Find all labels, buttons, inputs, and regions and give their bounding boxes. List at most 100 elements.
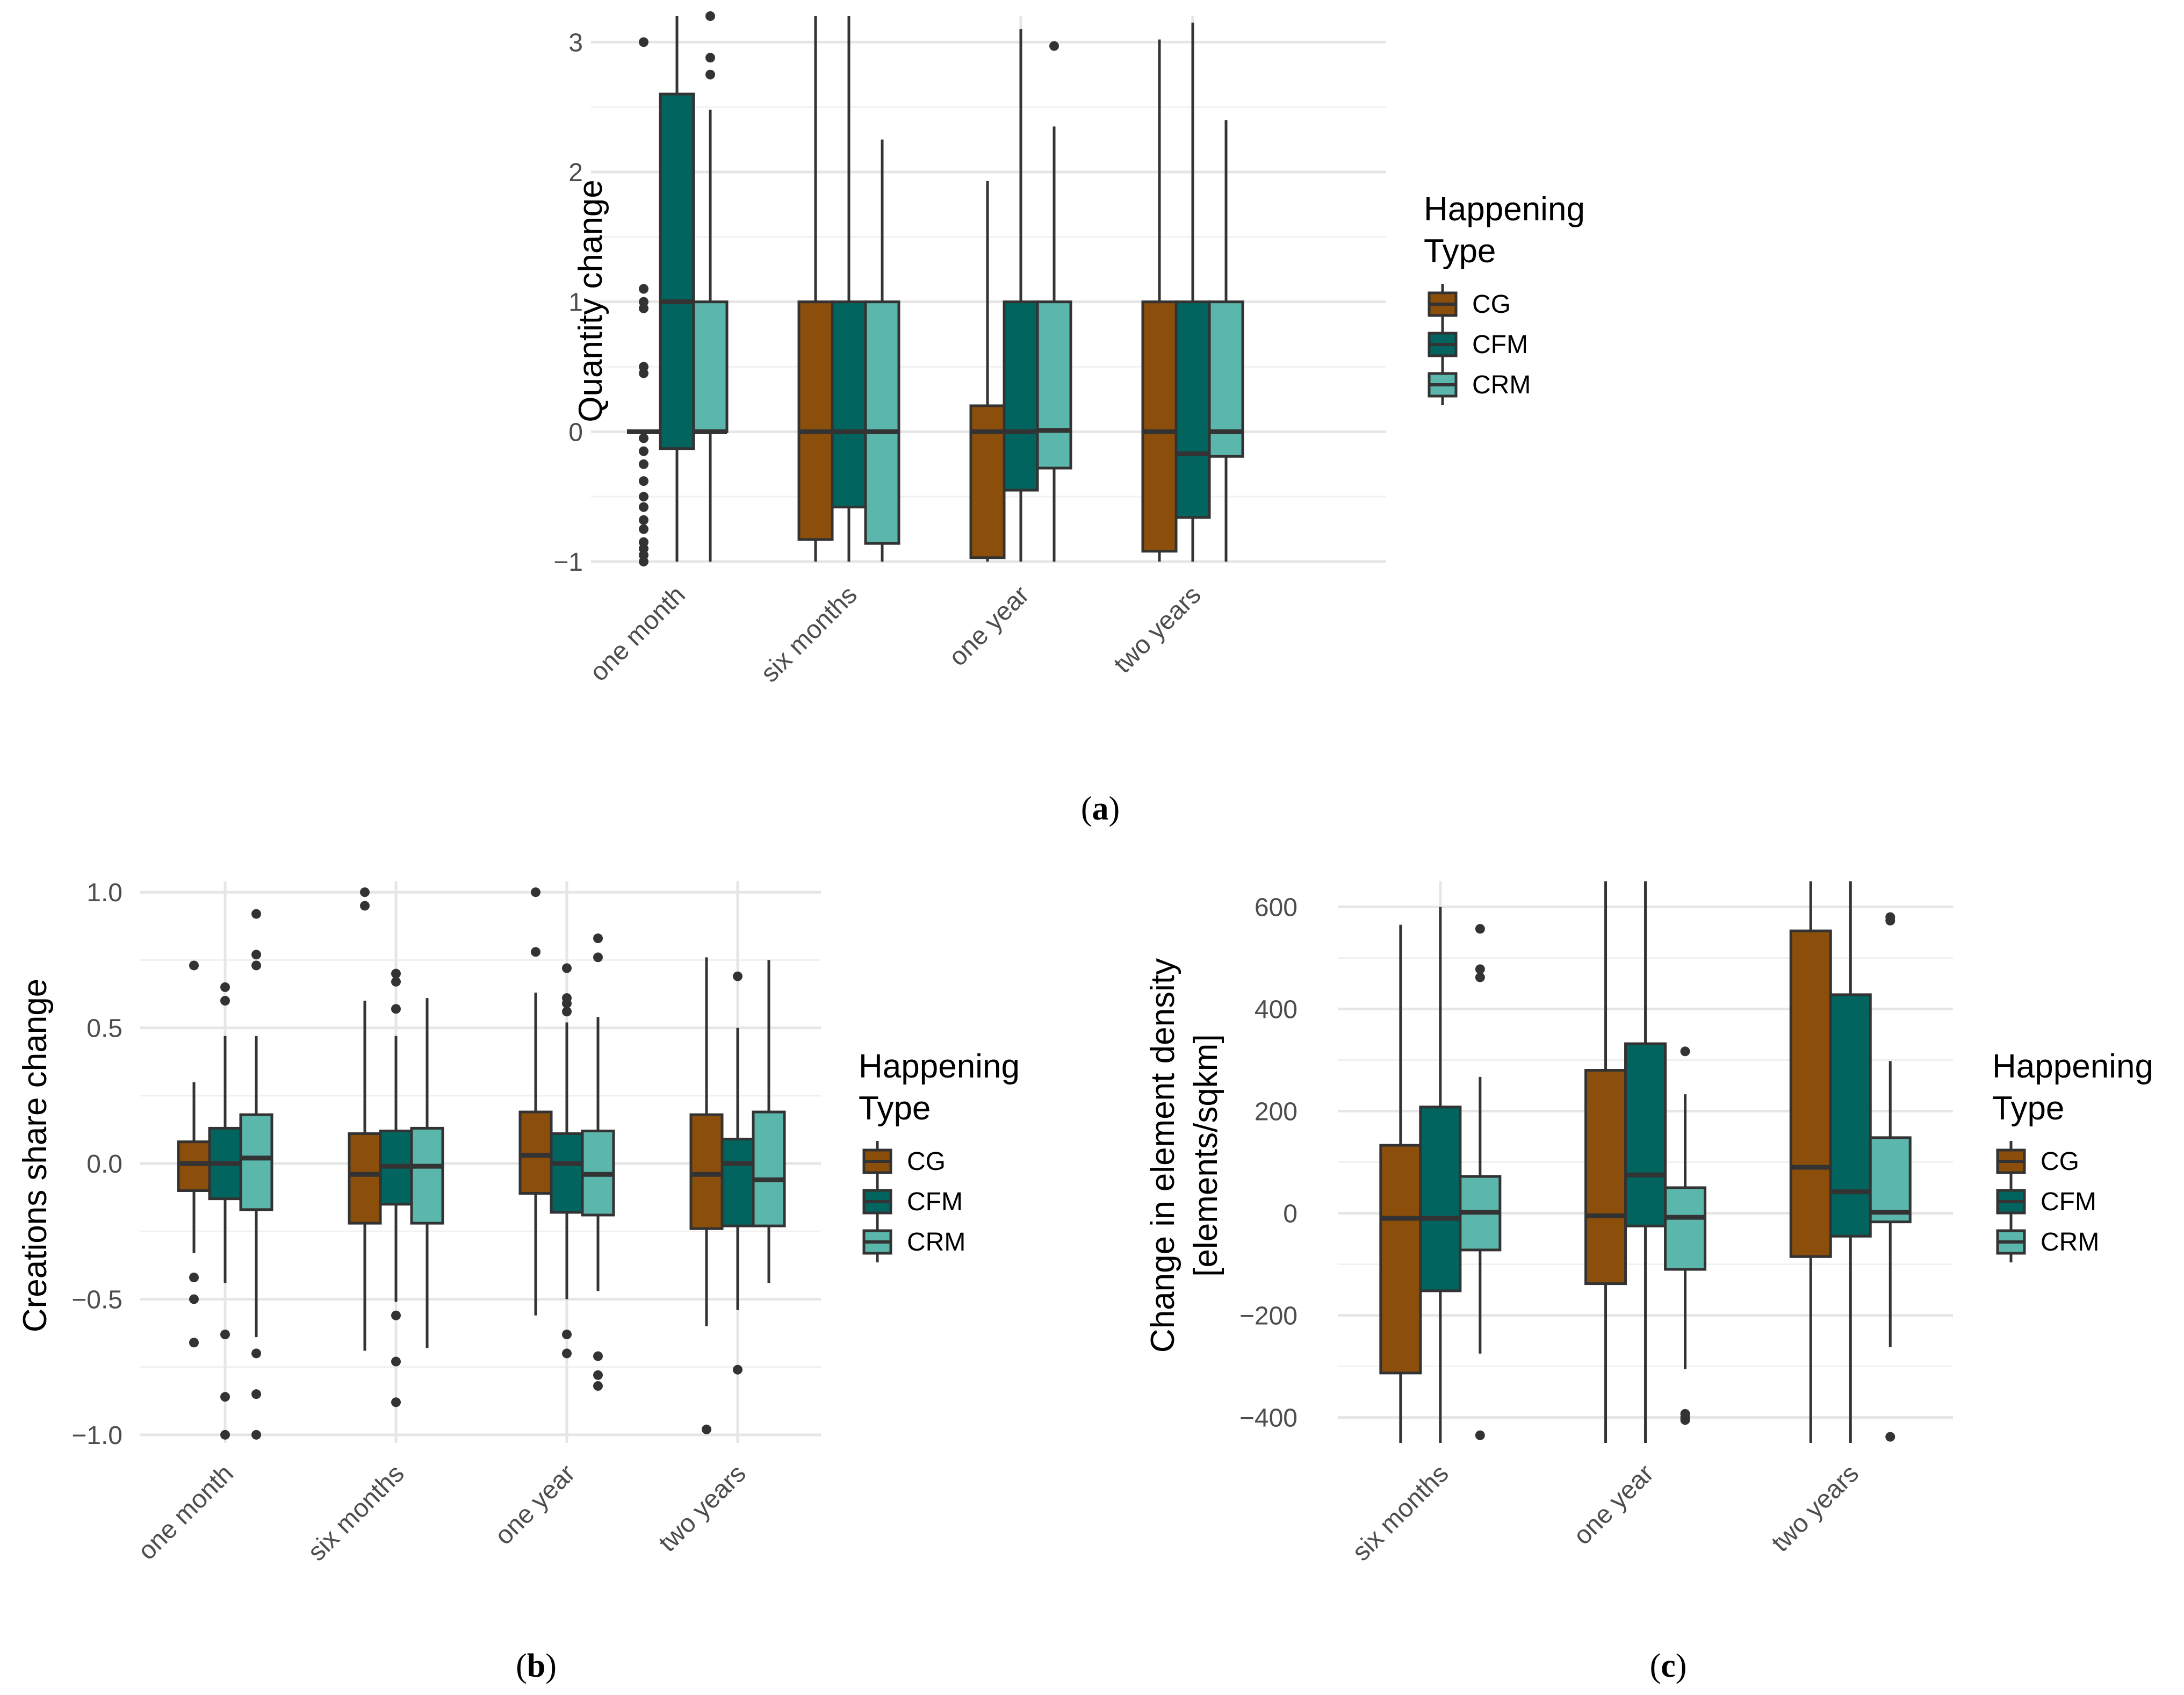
outlier-point [1475, 972, 1485, 982]
box-CRM-1 [1664, 1046, 1707, 1425]
box-CFM-2 [1829, 881, 1872, 1443]
caption-close-paren: ) [545, 1648, 557, 1684]
y-tick-label: 600 [1255, 894, 1298, 922]
x-tick-label: one month [133, 1459, 239, 1565]
legend: Happening Type CG CFM CRM [1424, 191, 1585, 405]
box-CFM-3 [720, 971, 755, 1375]
chart-b: −1.0 −0.5 0.0 0.5 1.0 one month six months one … [17, 879, 1020, 1684]
box-CG-0 [177, 960, 211, 1348]
y-tick-label: −200 [1239, 1302, 1298, 1331]
outlier-point [593, 1381, 603, 1391]
y-tick-label: 0 [1283, 1200, 1298, 1229]
figure-caption: (a) [1081, 791, 1120, 827]
legend-title: Happening [859, 1048, 1020, 1085]
outlier-point [360, 901, 370, 911]
box-body [831, 300, 867, 509]
box-CRM-2 [581, 933, 615, 1391]
box-body [1624, 1042, 1667, 1227]
box-body [1584, 1069, 1627, 1285]
outlier-point [1475, 964, 1485, 974]
box-body [752, 1110, 786, 1227]
outlier-point [639, 515, 648, 525]
box-body [797, 300, 834, 541]
y-tick-label: −1.0 [71, 1421, 122, 1450]
box-body [969, 404, 1006, 559]
outlier-point [251, 1389, 261, 1399]
y-tick-label: 0.5 [87, 1015, 122, 1043]
box-body [1419, 1105, 1462, 1292]
legend-title-line2: Type [859, 1090, 931, 1127]
outlier-point [639, 433, 648, 443]
caption-letter: a [1092, 791, 1109, 827]
outlier-point [639, 303, 648, 313]
box-body [177, 1140, 211, 1193]
x-tick-label: two years [1108, 580, 1207, 679]
caption-open-paren: ( [1650, 1648, 1661, 1684]
box-CFM-2 [1003, 29, 1039, 562]
box-body [689, 1113, 724, 1230]
outlier-point [220, 1430, 230, 1440]
box-body [692, 300, 729, 433]
outlier-point [733, 1364, 743, 1375]
box-body [1141, 300, 1178, 553]
outlier-point [639, 37, 648, 47]
outlier-point [220, 996, 230, 1006]
y-tick-label: 1.0 [87, 879, 122, 907]
y-tick-label: 2 [568, 159, 583, 187]
legend-item-CG: CG [1428, 284, 1511, 325]
legend-item-CG: CG [1996, 1141, 2079, 1182]
legend-item-CG: CG [862, 1141, 946, 1182]
outlier-point [251, 1348, 261, 1359]
outlier-point [1885, 1432, 1895, 1442]
y-tick-label: 1 [568, 289, 583, 317]
legend-label: CRM [2041, 1228, 2099, 1256]
outlier-point [562, 1330, 572, 1340]
y-axis-title: Quantity change [572, 179, 609, 422]
outlier-point [702, 1424, 711, 1434]
legend-label: CFM [907, 1188, 963, 1216]
box-body [348, 1132, 382, 1225]
x-tick-label: one year [1568, 1459, 1660, 1550]
box-body [659, 92, 695, 450]
box-CG-1 [1584, 881, 1627, 1443]
outlier-point [639, 502, 648, 512]
outlier-point [391, 968, 401, 979]
box-CRM-1 [864, 139, 900, 562]
outlier-point [593, 1370, 603, 1380]
chart-a: −1 0 1 2 3 one month six months one year two yea… [553, 11, 1585, 827]
legend-label: CFM [1472, 331, 1528, 359]
box-CFM-0 [1419, 907, 1462, 1443]
chart-c: −400 −200 0 200 400 600 six months one year two … [1144, 881, 2153, 1684]
outlier-point [562, 999, 572, 1009]
box-CFM-1 [1624, 881, 1667, 1443]
box-body [1174, 300, 1211, 519]
outlier-point [639, 524, 648, 534]
outlier-point [639, 492, 648, 502]
y-tick-label: 400 [1255, 996, 1298, 1024]
box-CG-1 [797, 16, 834, 562]
box-body [1379, 1144, 1422, 1375]
legend-title-line2: Type [1992, 1090, 2064, 1127]
legend-label: CG [1472, 290, 1511, 319]
outlier-point [639, 476, 648, 486]
box-body [550, 1132, 584, 1214]
outlier-point [251, 1430, 261, 1440]
box-CFM-0 [659, 16, 695, 562]
box-CG-1 [348, 887, 382, 1351]
outlier-point [562, 963, 572, 973]
caption-letter: c [1661, 1648, 1676, 1684]
legend-title: Happening [1992, 1048, 2153, 1085]
outlier-point [705, 11, 715, 21]
box-CRM-0 [692, 11, 729, 562]
outlier-point [1680, 1046, 1690, 1057]
outlier-point [1885, 916, 1895, 926]
caption-open-paren: ( [516, 1648, 527, 1684]
outlier-point [639, 284, 648, 294]
y-tick-label: 0 [568, 418, 583, 447]
legend-item-CFM: CFM [1996, 1181, 2096, 1222]
y-tick-label: 200 [1255, 1098, 1298, 1126]
box-CFM-0 [208, 982, 242, 1440]
outlier-point [1680, 1415, 1690, 1425]
outlier-point [1049, 41, 1059, 51]
